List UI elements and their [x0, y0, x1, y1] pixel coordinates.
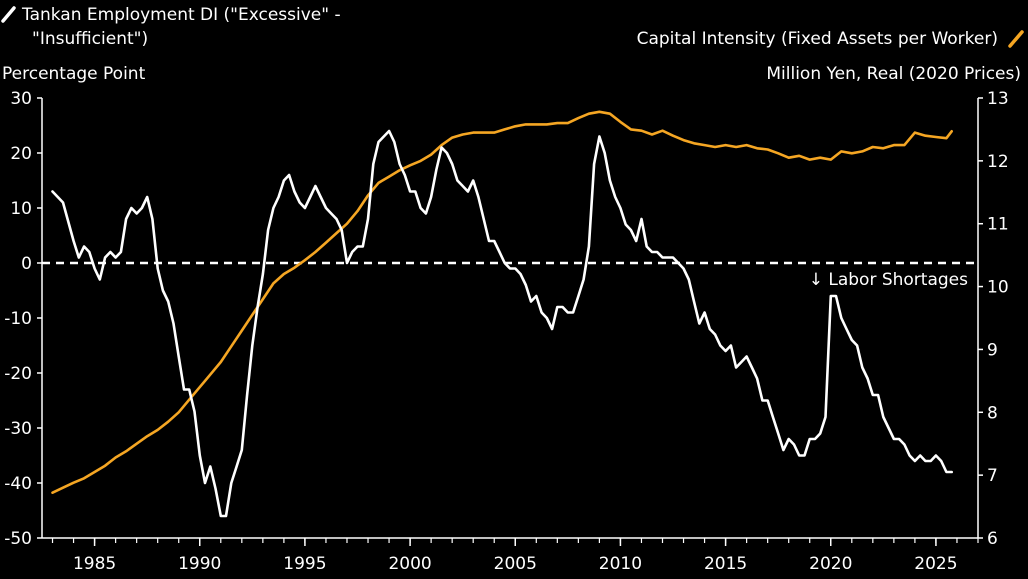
y-right-tick-label: 11 — [987, 215, 1009, 235]
y-left-tick-label: -40 — [4, 474, 32, 494]
x-tick-label: 2020 — [809, 554, 852, 574]
y-right-tick-label: 7 — [987, 466, 998, 486]
legend-left-swatch — [1, 6, 16, 23]
y-left-tick-label: 10 — [10, 199, 32, 219]
legend-left-label: Tankan Employment DI ("Excessive" - — [21, 5, 341, 25]
x-tick-label: 2015 — [704, 554, 747, 574]
y-left-tick-label: -20 — [4, 364, 32, 384]
x-tick-label: 2025 — [914, 554, 957, 574]
y-right-tick-label: 9 — [987, 340, 998, 360]
y-left-axis-label: Percentage Point — [2, 64, 146, 84]
y-right-tick-label: 8 — [987, 403, 998, 423]
x-tick-label: 2000 — [388, 554, 431, 574]
x-tick-label: 1985 — [73, 554, 116, 574]
series-line-capital-intensity — [51, 110, 953, 494]
x-tick-label: 1995 — [283, 554, 326, 574]
y-right-axis-label: Million Yen, Real (2020 Prices) — [766, 64, 1021, 84]
y-left-tick-label: -50 — [4, 529, 32, 549]
y-left-tick-label: 0 — [21, 254, 32, 274]
legend-left: Tankan Employment DI ("Excessive" - "Ins… — [1, 5, 341, 49]
y-left-tick-label: -10 — [4, 309, 32, 329]
y-right-tick-label: 6 — [987, 529, 998, 549]
legend-right: Capital Intensity (Fixed Assets per Work… — [637, 29, 1024, 49]
y-left-tick-label: -30 — [4, 419, 32, 439]
y-right-tick-label: 10 — [987, 278, 1009, 298]
y-right-tick-label: 12 — [987, 152, 1009, 172]
y-right-tick-label: 13 — [987, 89, 1009, 109]
legend-right-swatch — [1008, 30, 1024, 48]
x-tick-label: 2005 — [494, 554, 537, 574]
legend-right-label: Capital Intensity (Fixed Assets per Work… — [637, 29, 998, 49]
series-layer — [51, 110, 953, 518]
labor-shortages-annotation: ↓ Labor Shortages — [809, 270, 968, 290]
legend-left-label-line2: "Insufficient") — [32, 29, 148, 49]
y-left-tick-label: 30 — [10, 89, 32, 109]
x-tick-label: 2010 — [599, 554, 642, 574]
y-left-tick-label: 20 — [10, 144, 32, 164]
series-line-employment-di — [51, 129, 953, 518]
x-tick-label: 1990 — [178, 554, 221, 574]
